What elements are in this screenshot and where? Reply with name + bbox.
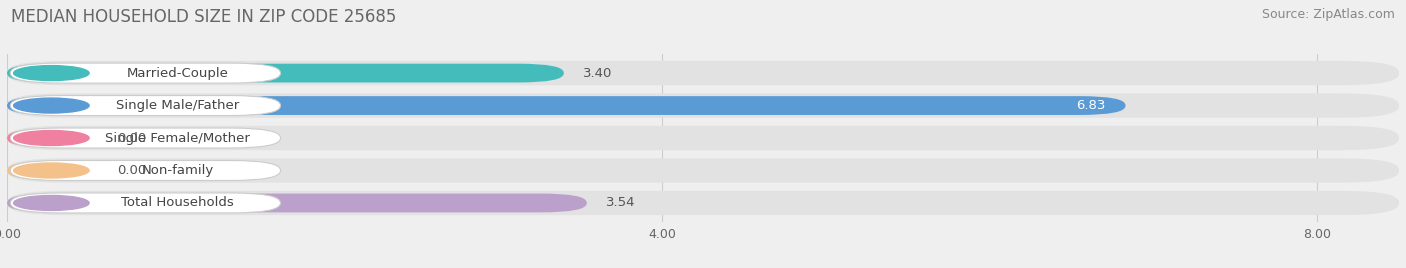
- FancyBboxPatch shape: [10, 63, 281, 83]
- FancyBboxPatch shape: [7, 129, 97, 147]
- Text: Source: ZipAtlas.com: Source: ZipAtlas.com: [1261, 8, 1395, 21]
- FancyBboxPatch shape: [10, 128, 281, 148]
- Text: 0.00: 0.00: [117, 132, 146, 144]
- FancyBboxPatch shape: [7, 158, 1399, 183]
- Text: Total Households: Total Households: [121, 196, 235, 210]
- FancyBboxPatch shape: [7, 61, 1399, 85]
- FancyBboxPatch shape: [7, 193, 586, 212]
- Text: Single Male/Father: Single Male/Father: [117, 99, 239, 112]
- Circle shape: [14, 66, 89, 81]
- Circle shape: [14, 131, 89, 146]
- Text: 6.83: 6.83: [1077, 99, 1107, 112]
- FancyBboxPatch shape: [7, 64, 564, 83]
- FancyBboxPatch shape: [7, 96, 1125, 115]
- Text: 0.00: 0.00: [117, 164, 146, 177]
- FancyBboxPatch shape: [10, 161, 281, 180]
- FancyBboxPatch shape: [7, 93, 1399, 118]
- FancyBboxPatch shape: [7, 126, 1399, 150]
- Text: Non-family: Non-family: [142, 164, 214, 177]
- Text: MEDIAN HOUSEHOLD SIZE IN ZIP CODE 25685: MEDIAN HOUSEHOLD SIZE IN ZIP CODE 25685: [11, 8, 396, 26]
- Text: 3.54: 3.54: [606, 196, 636, 210]
- Circle shape: [14, 163, 89, 178]
- Text: 3.40: 3.40: [583, 66, 613, 80]
- Text: Single Female/Mother: Single Female/Mother: [105, 132, 250, 144]
- Text: Married-Couple: Married-Couple: [127, 66, 229, 80]
- FancyBboxPatch shape: [10, 193, 281, 213]
- Circle shape: [14, 195, 89, 210]
- Circle shape: [14, 98, 89, 113]
- FancyBboxPatch shape: [7, 161, 97, 180]
- FancyBboxPatch shape: [7, 191, 1399, 215]
- FancyBboxPatch shape: [10, 96, 281, 116]
